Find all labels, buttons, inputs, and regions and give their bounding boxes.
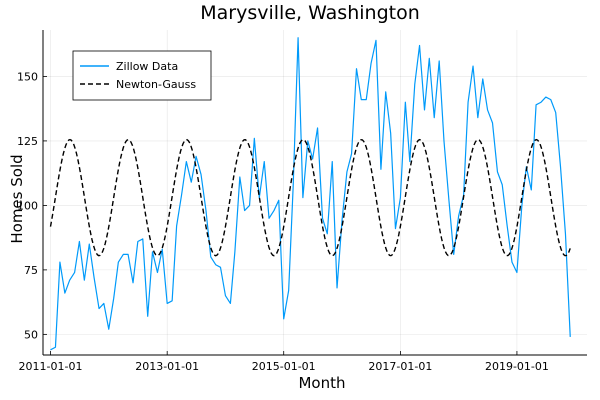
y-axis-title: Homes Sold: [8, 154, 26, 243]
x-axis-ticks: 2011-01-01 2013-01-01 2015-01-01 2017-01-01…: [19, 351, 549, 373]
axes: [42, 30, 587, 356]
x-axis-title: Month: [298, 374, 345, 392]
y-tick-label: 50: [24, 328, 38, 341]
x-tick-label: 2011-01-01: [19, 360, 83, 373]
x-tick-label: 2013-01-01: [135, 360, 199, 373]
chart-title: Marysville, Washington: [200, 2, 420, 24]
x-tick-label: 2017-01-01: [368, 360, 432, 373]
y-tick-label: 75: [24, 264, 38, 277]
x-tick-label: 2019-01-01: [485, 360, 549, 373]
legend-box: [72, 50, 212, 101]
legend-label: Zillow Data: [116, 60, 178, 73]
y-axis-ticks: 50 75 100 125 150: [17, 70, 47, 341]
legend: Zillow Data Newton-Gauss: [72, 50, 212, 101]
y-tick-label: 150: [17, 70, 38, 83]
y-tick-label: 125: [17, 135, 38, 148]
x-tick-label: 2015-01-01: [252, 360, 316, 373]
legend-label: Newton-Gauss: [116, 78, 196, 91]
series-line-newton-gauss: [49, 138, 571, 257]
series-line-zillow-data: [50, 37, 571, 351]
y-tick-label: 100: [17, 199, 38, 212]
series-group: [49, 37, 571, 351]
